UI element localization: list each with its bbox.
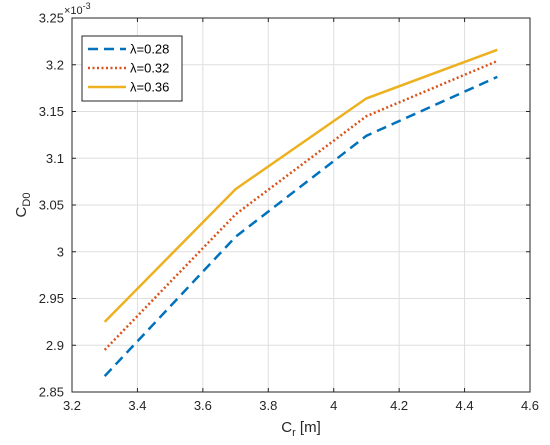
y-multiplier-exponent: -3 [83, 1, 91, 11]
series-layer [103, 48, 498, 377]
y-axis-label-sub: D0 [21, 193, 33, 207]
x-tick-labels: 3.2 3.4 3.6 3.8 4 4.2 4.4 4.6 [63, 398, 539, 413]
y-tick-label: 2.85 [39, 385, 64, 400]
x-tick-label: 3.2 [63, 398, 81, 413]
y-tick-label: 3 [57, 244, 64, 259]
y-tick-label: 2.9 [46, 338, 64, 353]
legend-label-2: λ=0.32 [130, 61, 169, 76]
legend-label-3: λ=0.36 [130, 80, 169, 95]
y-axis-label-main: C [13, 206, 30, 217]
y-multiplier-base: ×10 [64, 5, 83, 17]
y-tick-labels: 2.85 2.9 2.95 3 3.05 3.1 3.15 3.2 3.25 [39, 11, 64, 400]
series-line-2 [103, 59, 498, 351]
x-tick-label: 4 [330, 398, 337, 413]
x-axis-label-sub: r [292, 427, 296, 439]
y-tick-label: 3.1 [46, 151, 64, 166]
legend: λ=0.28 λ=0.32 λ=0.36 [81, 35, 183, 102]
x-tick-label: 4.4 [456, 398, 474, 413]
x-tick-label: 3.6 [194, 398, 212, 413]
x-tick-label: 3.4 [128, 398, 146, 413]
legend-label-1: λ=0.28 [130, 42, 169, 57]
y-tick-label: 3.25 [39, 11, 64, 26]
y-axis-label: CD0 [13, 193, 33, 218]
y-tick-label: 3.05 [39, 198, 64, 213]
x-axis-label: Cr [m] [281, 419, 321, 439]
tick-marks [71, 17, 531, 393]
series-line-3 [103, 48, 498, 323]
x-tick-label: 4.2 [390, 398, 408, 413]
x-axis-label-main: C [281, 419, 292, 436]
y-multiplier-label: ×10-3 [64, 1, 91, 17]
y-tick-label: 3.15 [39, 104, 64, 119]
y-tick-label: 3.2 [46, 57, 64, 72]
y-tick-label: 2.95 [39, 291, 64, 306]
x-tick-label: 4.6 [521, 398, 539, 413]
x-tick-label: 3.8 [259, 398, 277, 413]
series-line-1 [103, 75, 498, 377]
x-axis-label-unit: [m] [296, 419, 321, 436]
